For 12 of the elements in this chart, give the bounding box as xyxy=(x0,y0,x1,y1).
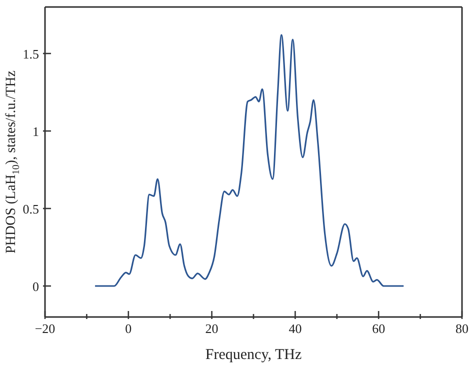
x-tick-label: 20 xyxy=(205,321,218,336)
y-tick-label: 1 xyxy=(32,124,39,139)
x-tick-label: 0 xyxy=(125,321,132,336)
x-tick-label: 80 xyxy=(456,321,468,336)
y-tick-label: 1.5 xyxy=(22,46,39,62)
x-axis-title: Frequency, THz xyxy=(205,347,302,363)
x-tick-label: 60 xyxy=(372,321,386,336)
x-tick-label: −20 xyxy=(34,321,56,336)
y-tick-label: 0 xyxy=(32,279,39,294)
y-tick-label: 0.5 xyxy=(22,202,39,216)
line-series xyxy=(94,34,404,287)
x-tick-label: 40 xyxy=(288,321,302,336)
